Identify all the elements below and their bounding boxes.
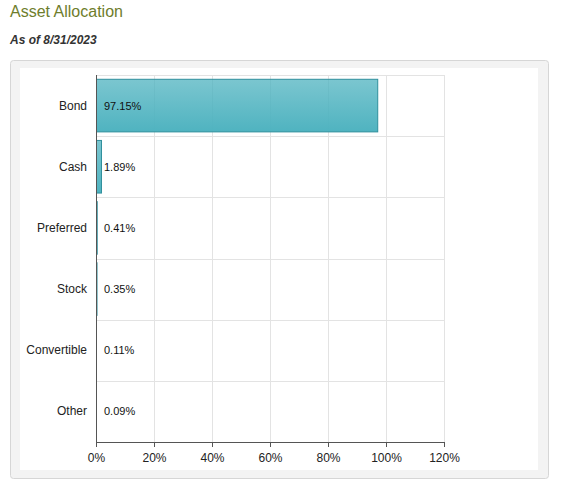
x-axis-line [96,442,444,443]
grid-line [386,75,387,442]
y-axis-line [96,75,97,442]
tick-label: 120% [429,451,460,465]
tick-mark [444,442,445,447]
tick-label: 100% [371,451,402,465]
chart: Asset Allocation As of 8/31/2023 0% 20% 40% 6… [0,0,565,488]
category-label: Bond [59,99,87,113]
data-label: 0.35% [104,283,135,295]
tick-label: 0% [88,451,106,465]
category-label: Preferred [37,221,87,235]
tick-label: 80% [316,451,340,465]
category-label: Stock [57,282,88,296]
data-label: 1.89% [104,161,135,173]
bars [96,79,378,437]
tick-label: 60% [258,451,282,465]
row-separator [96,442,444,443]
plot-background [20,68,538,470]
bar [96,79,378,132]
panel [11,61,549,479]
subtitle: As of 8/31/2023 [9,33,97,47]
category-label: Cash [59,160,87,174]
title: Asset Allocation [10,3,123,20]
tick-label: 40% [200,451,224,465]
grid-line [444,75,445,442]
category-label: Other [57,404,87,418]
category-label: Convertible [26,343,87,357]
data-label: 0.41% [104,222,135,234]
data-label: 0.09% [104,405,135,417]
data-label: 0.11% [104,344,135,356]
tick-label: 20% [142,451,166,465]
grid-line [96,75,97,442]
data-label: 97.15% [104,100,142,112]
